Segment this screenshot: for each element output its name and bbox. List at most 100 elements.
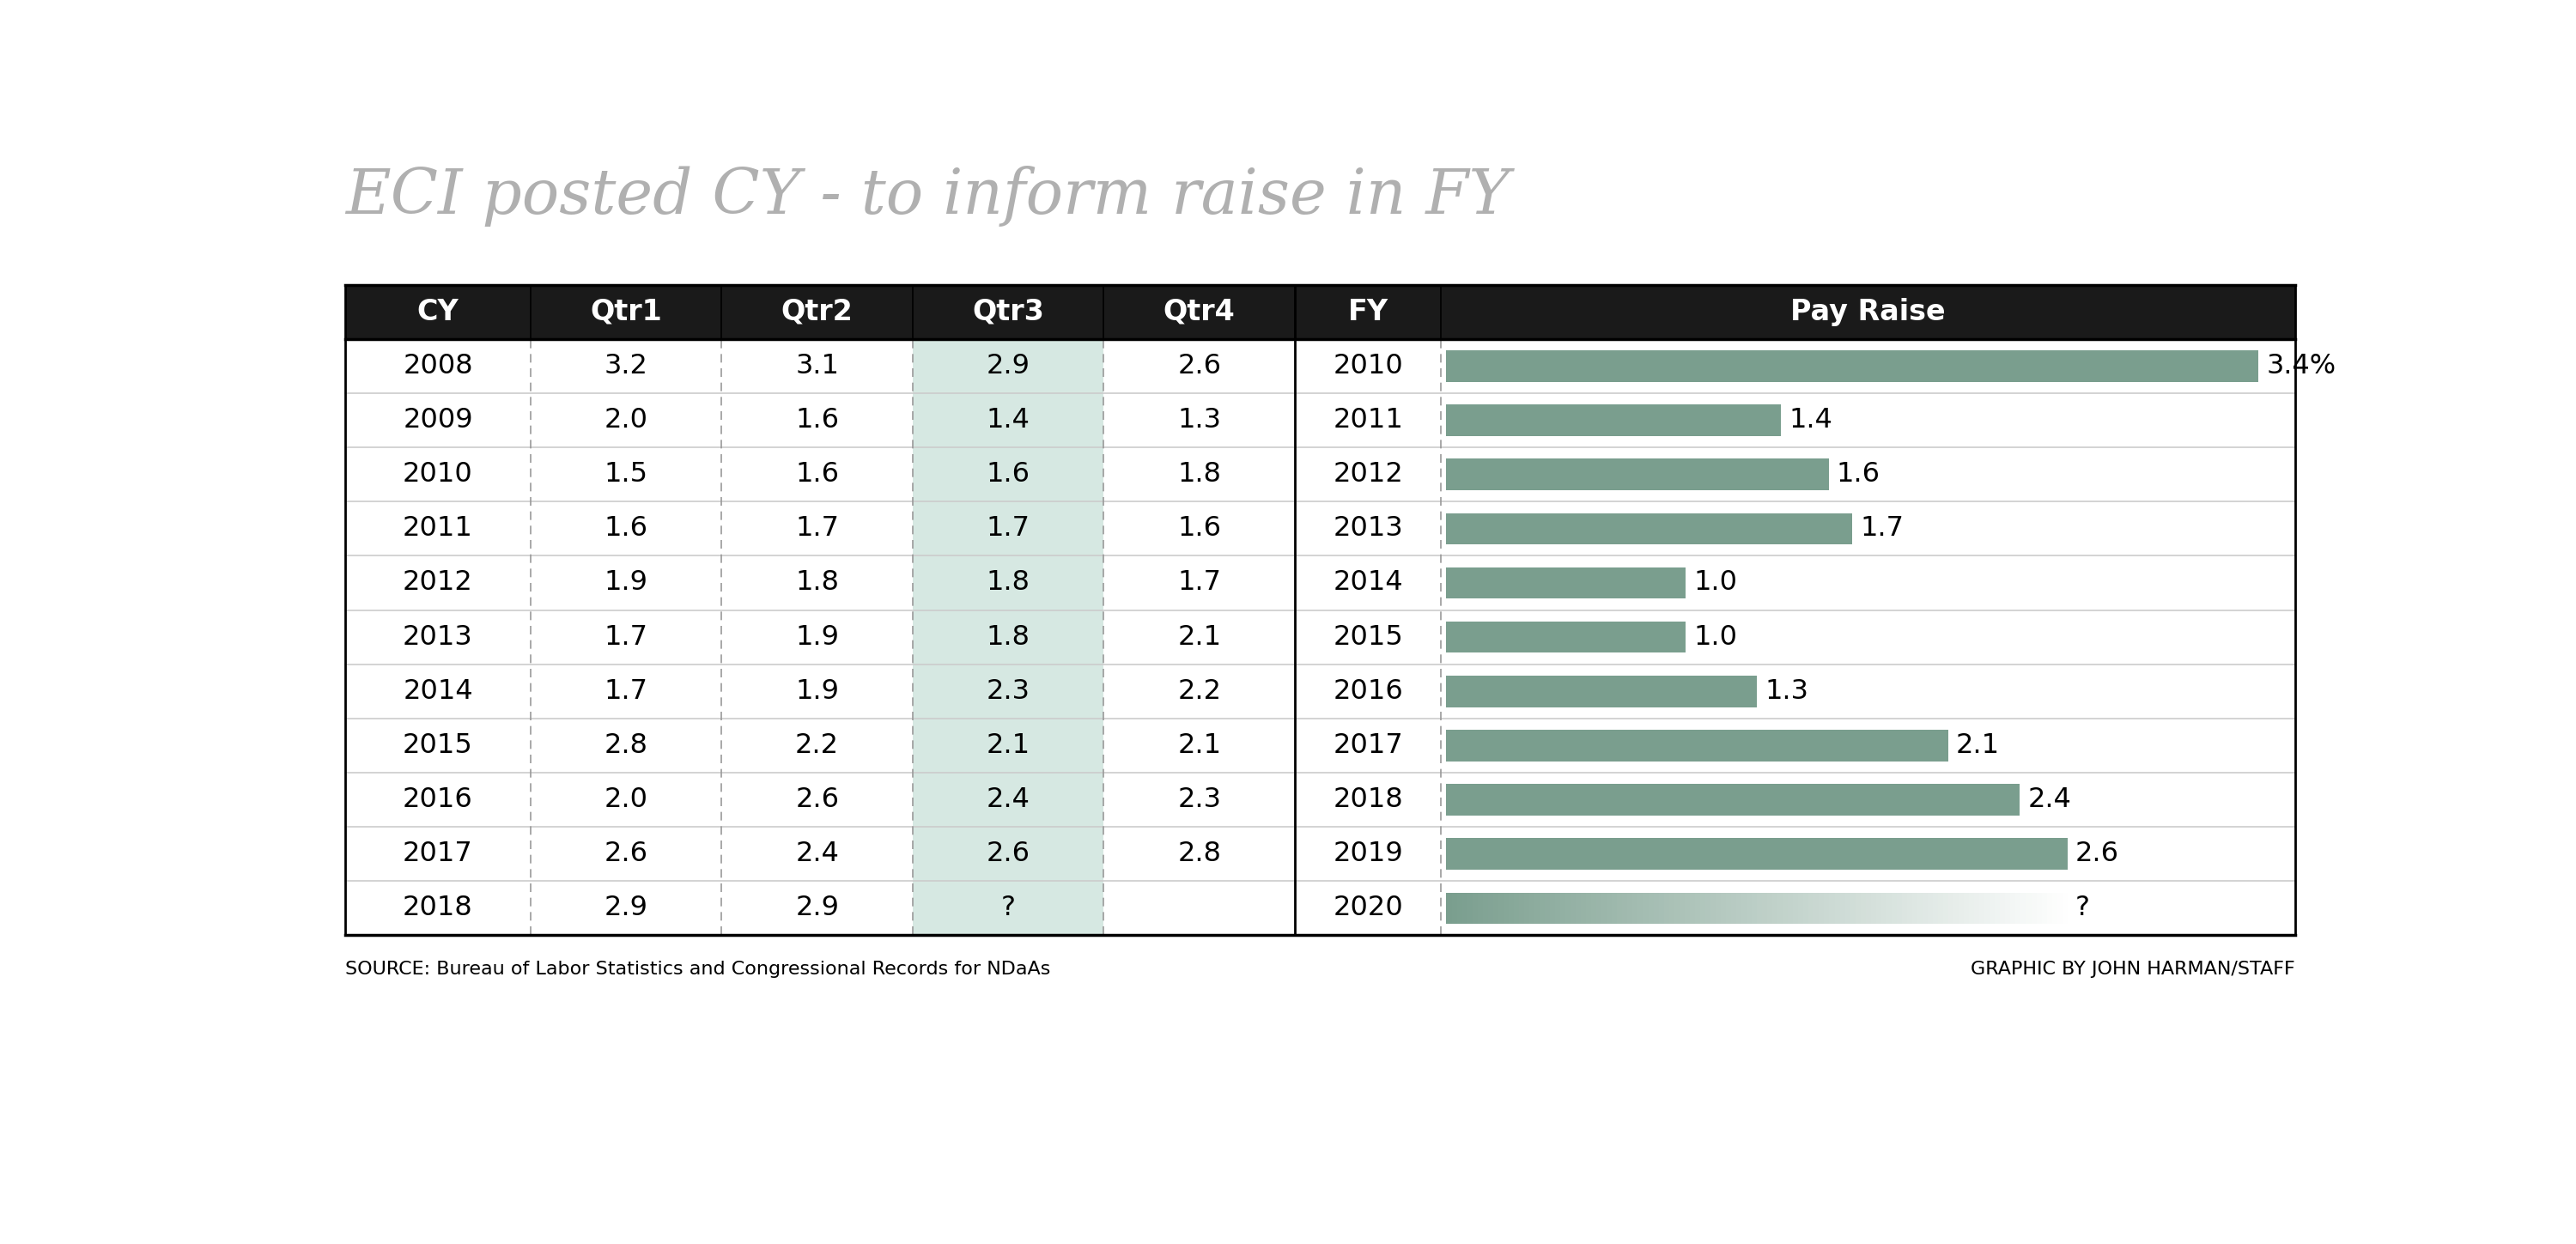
- Bar: [1649, 892, 1654, 924]
- Bar: [1716, 892, 1721, 924]
- Bar: [1906, 892, 1911, 924]
- Bar: [912, 664, 1103, 719]
- Bar: [1445, 622, 1685, 653]
- Text: 2.0: 2.0: [605, 407, 649, 434]
- Bar: [2058, 892, 2063, 924]
- Bar: [2020, 892, 2027, 924]
- Bar: [345, 773, 2295, 827]
- Bar: [1510, 892, 1515, 924]
- Bar: [1808, 892, 1814, 924]
- Bar: [1445, 567, 1685, 598]
- Text: 2.4: 2.4: [2027, 786, 2071, 814]
- Bar: [1597, 892, 1602, 924]
- Text: 1.6: 1.6: [796, 407, 840, 434]
- Bar: [1783, 892, 1788, 924]
- Text: 1.8: 1.8: [987, 570, 1030, 596]
- Bar: [1540, 892, 1546, 924]
- Bar: [1546, 892, 1551, 924]
- Text: 2.1: 2.1: [1177, 733, 1221, 759]
- Text: 2009: 2009: [402, 407, 474, 434]
- Bar: [1896, 892, 1901, 924]
- Bar: [1741, 892, 1747, 924]
- Bar: [1592, 892, 1597, 924]
- Text: 1.5: 1.5: [605, 462, 649, 488]
- Text: 1.9: 1.9: [796, 678, 840, 704]
- Bar: [1504, 892, 1510, 924]
- Bar: [1623, 892, 1628, 924]
- Bar: [345, 393, 2295, 448]
- Text: 1.4: 1.4: [987, 407, 1030, 434]
- Text: 1.4: 1.4: [1788, 407, 1832, 434]
- Text: 1.9: 1.9: [605, 570, 649, 596]
- Text: 2.8: 2.8: [605, 733, 649, 759]
- Bar: [1700, 892, 1705, 924]
- Bar: [1607, 892, 1613, 924]
- Bar: [1963, 892, 1968, 924]
- Bar: [1978, 892, 1984, 924]
- Text: 2.3: 2.3: [987, 678, 1030, 704]
- Bar: [1736, 892, 1741, 924]
- Text: 1.0: 1.0: [1692, 570, 1736, 596]
- Text: 2.2: 2.2: [796, 733, 840, 759]
- Text: CY: CY: [417, 297, 459, 326]
- Bar: [1829, 892, 1834, 924]
- Text: 2010: 2010: [402, 462, 474, 488]
- Bar: [1613, 892, 1618, 924]
- Text: 2.0: 2.0: [605, 786, 649, 814]
- Text: 2.6: 2.6: [2076, 841, 2120, 867]
- Bar: [345, 610, 2295, 664]
- Bar: [1710, 892, 1716, 924]
- Bar: [2063, 892, 2069, 924]
- Text: 3.4%: 3.4%: [2267, 353, 2336, 379]
- Bar: [1445, 675, 1757, 707]
- Bar: [1798, 892, 1803, 924]
- Bar: [1999, 892, 2007, 924]
- Bar: [1721, 892, 1726, 924]
- Text: 2.6: 2.6: [987, 841, 1030, 867]
- Bar: [1571, 892, 1577, 924]
- Bar: [1937, 892, 1942, 924]
- Bar: [1932, 892, 1937, 924]
- Text: Qtr1: Qtr1: [590, 297, 662, 326]
- Text: 1.6: 1.6: [1177, 515, 1221, 542]
- Bar: [345, 448, 2295, 501]
- Bar: [345, 285, 2295, 340]
- Bar: [1731, 892, 1736, 924]
- Bar: [1839, 892, 1844, 924]
- Text: 1.6: 1.6: [605, 515, 649, 542]
- Bar: [2032, 892, 2038, 924]
- Text: ?: ?: [2076, 894, 2089, 922]
- Text: ECI posted CY - to inform raise in FY: ECI posted CY - to inform raise in FY: [345, 165, 1510, 226]
- Bar: [1984, 892, 1989, 924]
- Bar: [1819, 892, 1824, 924]
- Text: 2.2: 2.2: [1177, 678, 1221, 704]
- Bar: [1484, 892, 1489, 924]
- Bar: [1515, 892, 1520, 924]
- Bar: [1445, 351, 2259, 382]
- Text: 2013: 2013: [402, 623, 474, 651]
- Bar: [1520, 892, 1525, 924]
- Text: 2015: 2015: [402, 733, 474, 759]
- Bar: [1445, 404, 1780, 437]
- Bar: [1772, 892, 1777, 924]
- Bar: [1577, 892, 1582, 924]
- Text: 2012: 2012: [1332, 462, 1404, 488]
- Text: 1.8: 1.8: [987, 623, 1030, 651]
- Bar: [1551, 892, 1556, 924]
- Bar: [1530, 892, 1535, 924]
- Bar: [1767, 892, 1772, 924]
- Text: 1.3: 1.3: [1765, 678, 1808, 704]
- Bar: [1762, 892, 1767, 924]
- Text: 2011: 2011: [1332, 407, 1404, 434]
- Bar: [1473, 892, 1479, 924]
- Bar: [1445, 838, 2069, 870]
- Bar: [1685, 892, 1690, 924]
- Bar: [1958, 892, 1963, 924]
- Bar: [1587, 892, 1592, 924]
- Text: 2.6: 2.6: [1177, 353, 1221, 379]
- Text: 2.6: 2.6: [605, 841, 649, 867]
- Bar: [1922, 892, 1927, 924]
- Bar: [1855, 892, 1860, 924]
- Bar: [1535, 892, 1540, 924]
- Bar: [1844, 892, 1850, 924]
